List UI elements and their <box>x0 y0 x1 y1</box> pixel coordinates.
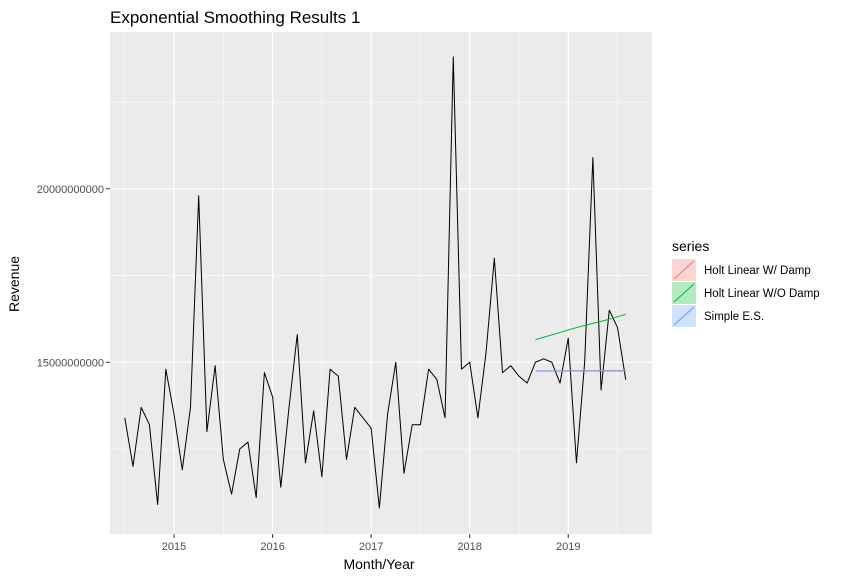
y-tick-label: 20000000000 <box>37 184 104 196</box>
legend-label: Simple E.S. <box>704 311 764 323</box>
y-axis-title: Revenue <box>6 256 22 312</box>
legend-title: series <box>672 238 709 254</box>
y-tick-label: 15000000000 <box>37 357 104 369</box>
series-line-1 <box>535 313 626 341</box>
legend-item: Holt Linear W/O Damp <box>672 282 820 304</box>
legend-items: Holt Linear W/ Damp Holt Linear W/O Damp S… <box>672 259 820 327</box>
legend-label: Holt Linear W/ Damp <box>704 265 811 277</box>
minor-gridlines <box>110 32 652 534</box>
legend-item: Simple E.S. <box>672 305 764 327</box>
legend-item: Holt Linear W/ Damp <box>672 259 811 281</box>
x-tick-label: 2019 <box>556 541 580 553</box>
plot-panel <box>110 32 652 534</box>
chart-title: Exponential Smoothing Results 1 <box>110 8 360 27</box>
x-tick-label: 2018 <box>457 541 481 553</box>
x-axis-ticks: 2015 2016 2017 2018 2019 <box>162 534 580 553</box>
x-tick-label: 2015 <box>162 541 186 553</box>
y-axis-ticks: 15000000000 20000000000 <box>37 184 110 369</box>
legend-key-line <box>673 306 695 326</box>
series-layer <box>124 56 627 509</box>
legend-key-line <box>673 260 695 280</box>
x-axis-title: Month/Year <box>343 556 414 572</box>
legend-key-line <box>673 283 695 303</box>
legend-label: Holt Linear W/O Damp <box>704 288 820 300</box>
x-tick-label: 2017 <box>359 541 383 553</box>
major-gridlines <box>110 32 652 534</box>
x-tick-label: 2016 <box>260 541 284 553</box>
series-line-revenue <box>124 56 627 509</box>
